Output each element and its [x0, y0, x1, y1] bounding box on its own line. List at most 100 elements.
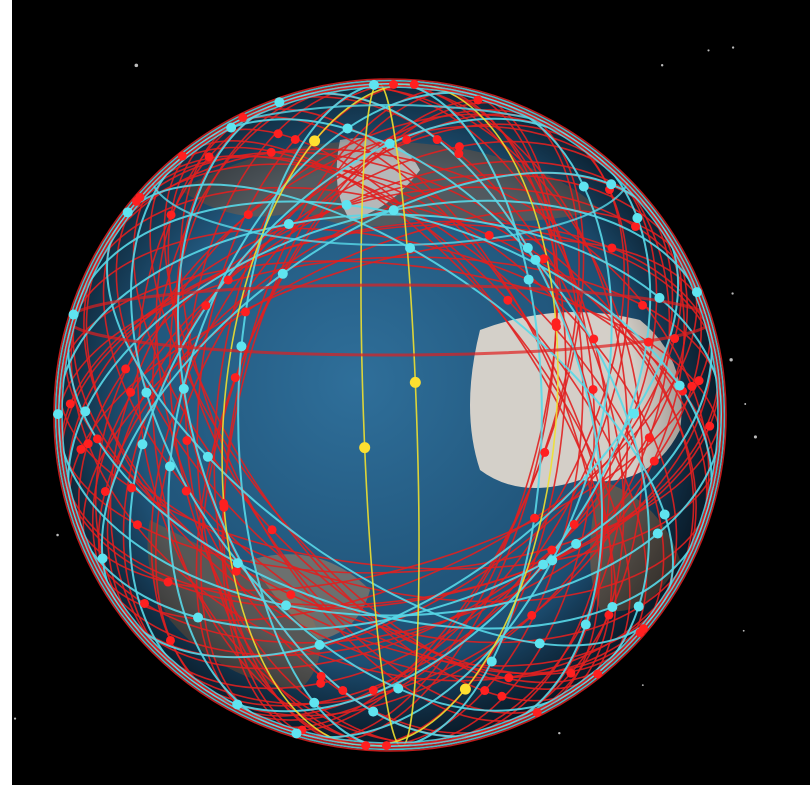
satellite — [607, 243, 617, 253]
satellite — [540, 447, 550, 457]
satellite — [538, 559, 549, 570]
satellite — [539, 254, 549, 264]
satellite — [178, 383, 189, 394]
satellite — [309, 697, 320, 708]
satellite — [163, 577, 173, 587]
cyan-orbit — [58, 213, 722, 617]
satellite — [631, 222, 641, 232]
stars — [13, 46, 757, 735]
satellite — [409, 79, 419, 89]
satellite — [388, 79, 398, 89]
satellite — [219, 502, 229, 512]
satellite — [569, 519, 579, 529]
satellite — [316, 671, 326, 681]
satellite — [503, 295, 513, 305]
satellite — [341, 199, 352, 210]
satellite — [368, 706, 379, 717]
satellite — [126, 387, 136, 397]
satellite — [291, 728, 302, 739]
satellite — [164, 461, 175, 472]
satellite — [486, 656, 497, 667]
satellite — [97, 553, 108, 564]
star — [707, 49, 710, 52]
satellite — [638, 624, 648, 634]
satellites — [53, 79, 715, 751]
satellite — [361, 741, 371, 751]
satellite — [578, 181, 589, 192]
satellite — [384, 138, 395, 149]
satellite — [405, 243, 416, 254]
satellite — [687, 381, 697, 391]
star — [744, 403, 747, 405]
star — [56, 533, 59, 537]
satellite — [628, 408, 639, 419]
satellite — [139, 598, 149, 608]
satellite — [580, 619, 591, 630]
satellite — [566, 668, 576, 678]
satellite — [473, 95, 483, 105]
satellite — [193, 612, 204, 623]
satellite — [223, 275, 233, 285]
satellite — [338, 685, 348, 695]
satellite — [388, 205, 399, 216]
satellite — [368, 79, 379, 90]
satellite — [644, 433, 654, 443]
satellite — [122, 207, 133, 218]
satellite — [607, 601, 618, 612]
star — [13, 717, 17, 720]
satellite — [606, 179, 617, 190]
satellite — [100, 486, 110, 496]
satellite — [547, 555, 558, 566]
satellite — [201, 301, 211, 311]
satellite — [480, 686, 490, 696]
satellite — [53, 409, 64, 420]
satellite — [571, 538, 582, 549]
satellite — [638, 300, 648, 310]
satellite — [534, 638, 545, 649]
satellite — [670, 334, 680, 344]
satellite — [231, 566, 241, 576]
star — [753, 435, 757, 439]
star — [729, 358, 733, 362]
satellite — [243, 210, 253, 220]
star — [742, 629, 745, 632]
satellite — [204, 152, 214, 162]
satellite — [649, 456, 659, 466]
satellite — [674, 380, 685, 391]
satellite — [137, 439, 148, 450]
satellite — [532, 708, 542, 718]
satellite — [277, 268, 288, 279]
satellite — [314, 639, 325, 650]
satellite — [527, 610, 537, 620]
satellite — [226, 122, 237, 133]
star — [641, 684, 644, 687]
satellite — [127, 483, 137, 493]
satellite — [547, 545, 557, 555]
satellite — [267, 525, 277, 535]
satellite — [432, 135, 442, 145]
satellite — [316, 678, 326, 688]
satellite — [177, 151, 187, 161]
satellite — [166, 210, 176, 220]
star — [558, 731, 561, 735]
satellite — [393, 683, 404, 694]
satellite — [643, 337, 653, 347]
satellite — [65, 399, 75, 409]
satellite — [588, 384, 598, 394]
satellite — [309, 135, 321, 147]
satellite — [182, 436, 192, 446]
satellite — [523, 274, 534, 285]
satellite — [240, 307, 250, 317]
satellite — [382, 741, 392, 751]
satellite — [652, 528, 663, 539]
satellite — [230, 373, 240, 383]
star — [134, 63, 139, 68]
satellite — [694, 376, 704, 386]
satellite — [530, 254, 541, 265]
star — [731, 46, 735, 49]
satellite — [530, 513, 540, 523]
satellite — [181, 486, 191, 496]
satellite — [402, 135, 412, 145]
satellite — [705, 421, 715, 431]
